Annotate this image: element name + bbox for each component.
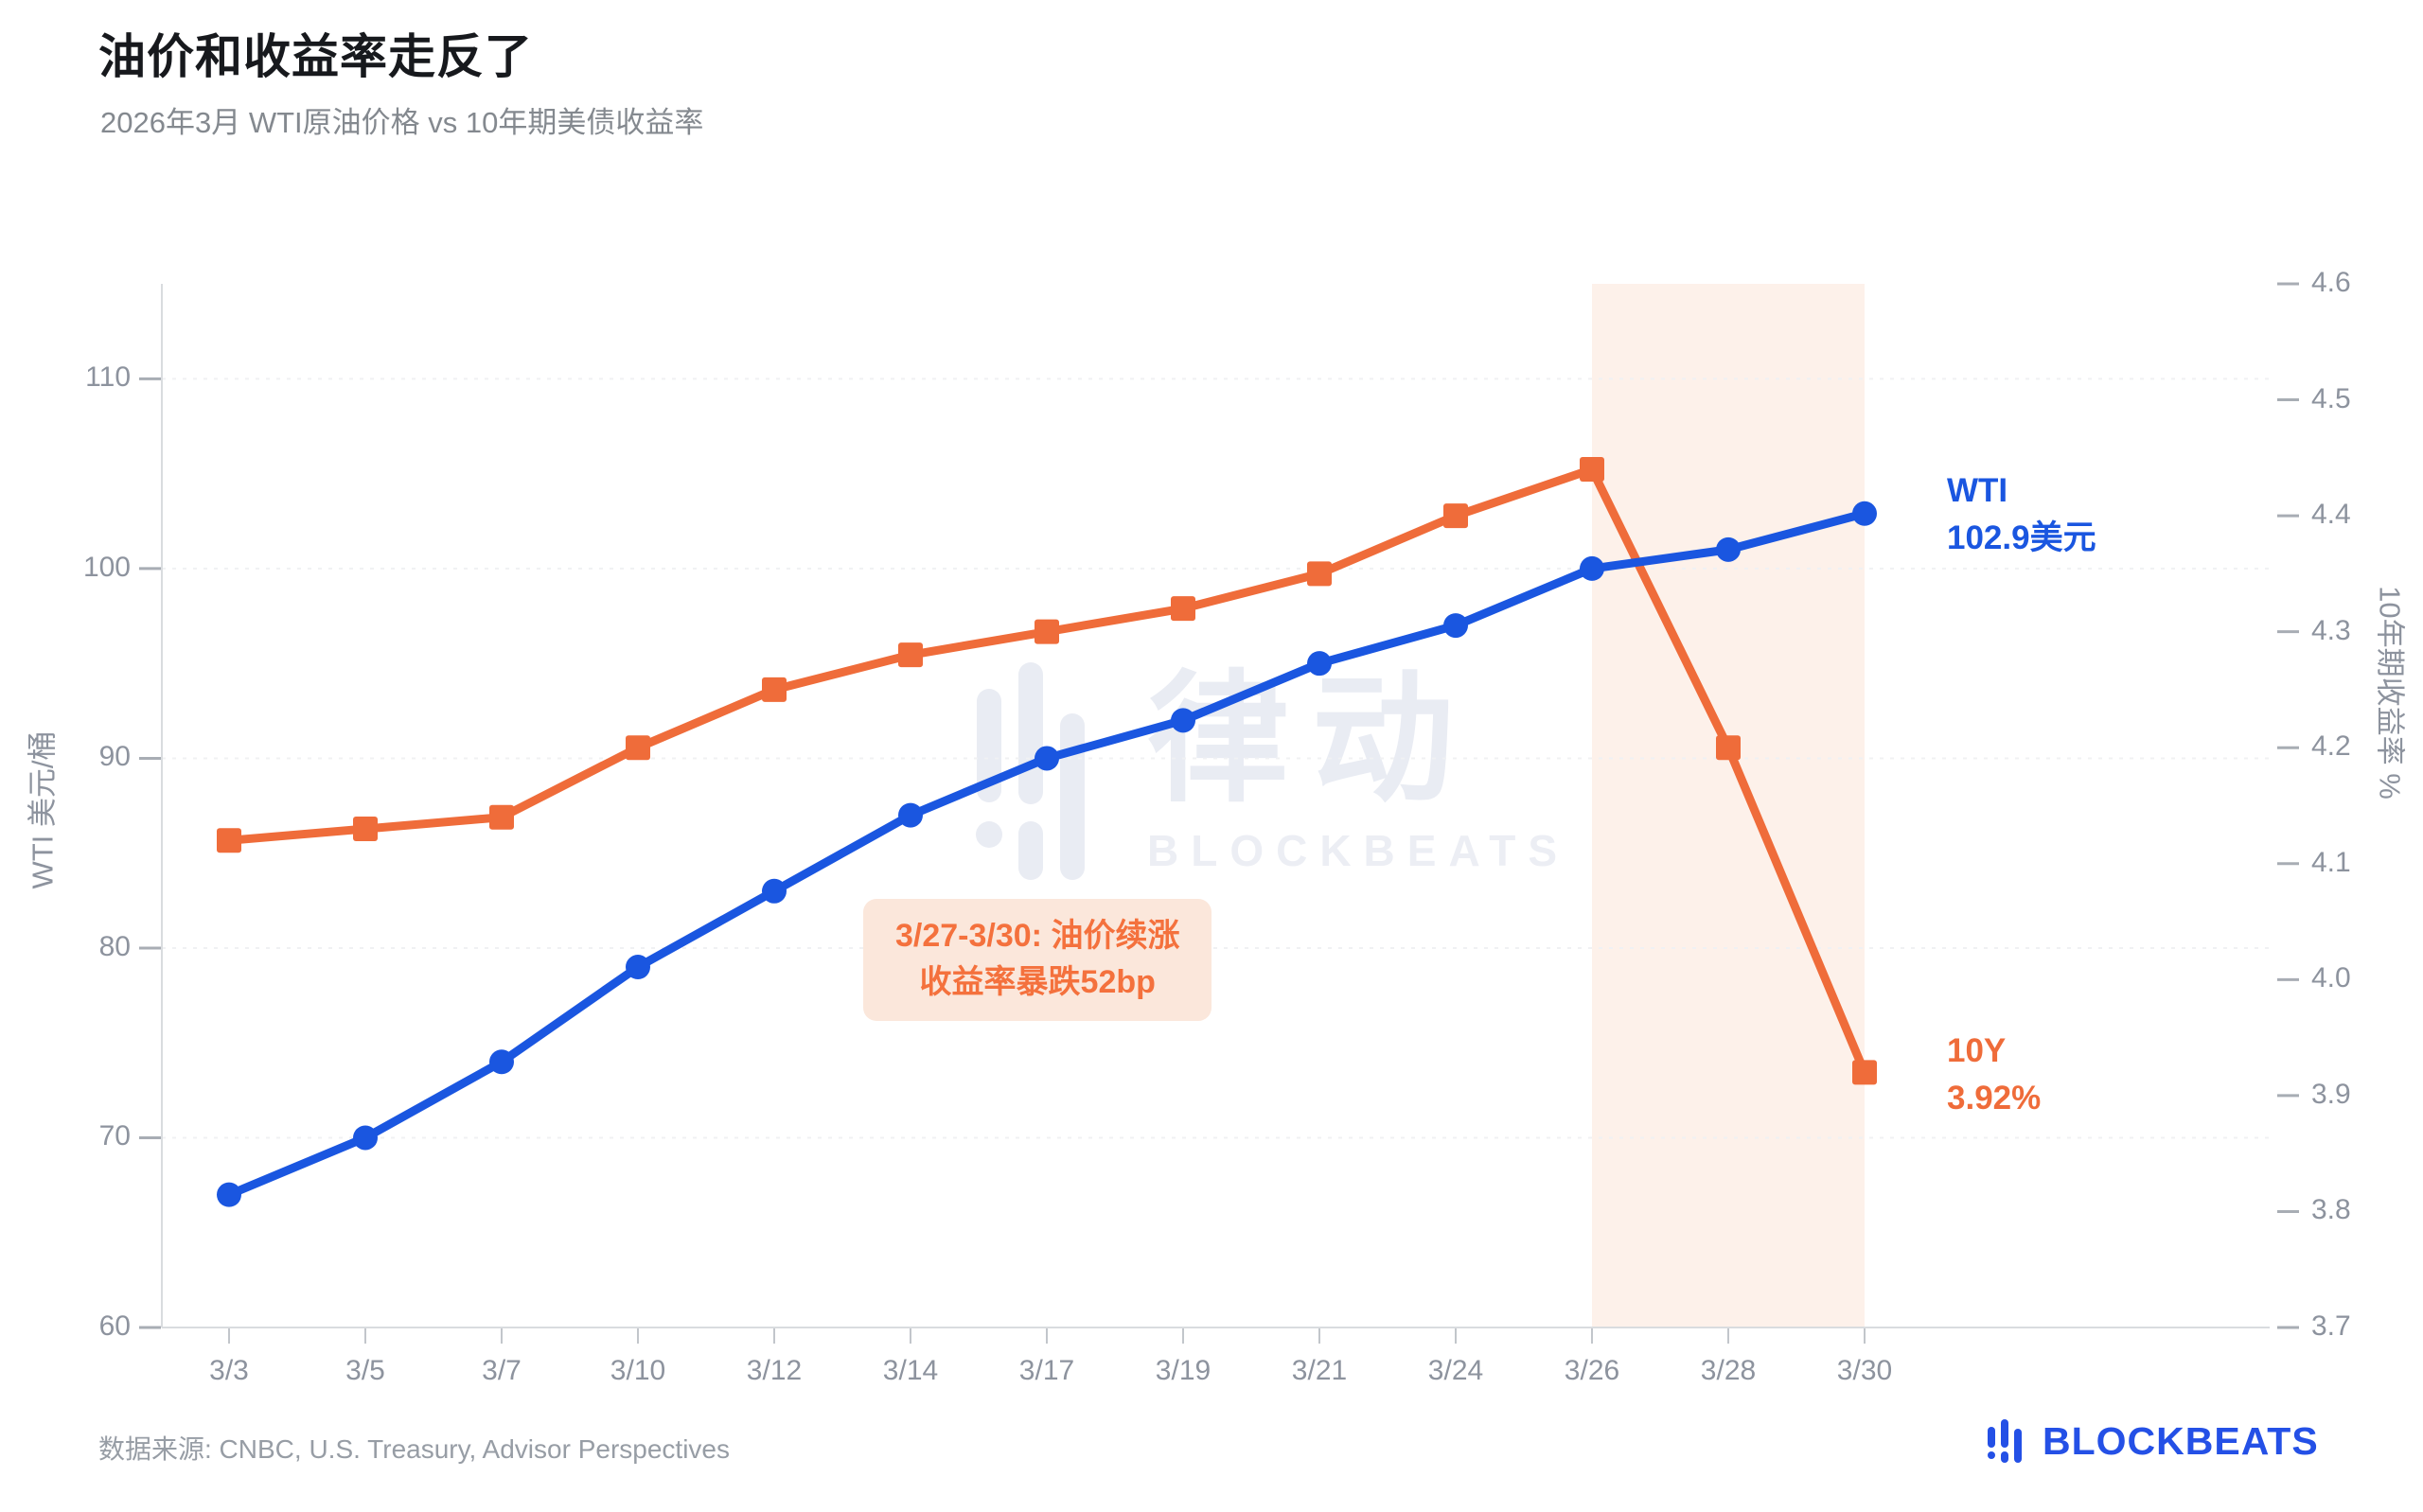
x-tick-label: 3/30: [1836, 1355, 1893, 1386]
blockbeats-logo: BLOCKBEATS: [1986, 1417, 2319, 1465]
callout-line2: 收益率暴跌52bp: [919, 964, 1156, 1001]
watermark: 律动 BLOCKBEATS: [960, 662, 1569, 882]
10y-point: [626, 735, 650, 761]
x-tick-label: 3/5: [345, 1355, 385, 1386]
x-tick-label: 3/3: [209, 1355, 249, 1386]
highlight-region: [1592, 284, 1865, 1327]
yield-series-value: 3.92%: [1947, 1079, 2042, 1116]
wti-series-label: WTI 102.9美元: [1947, 467, 2096, 561]
page-subtitle: 2026年3月 WTI原油价格 vs 10年期美债收益率: [100, 106, 704, 139]
left-tick-label: 60: [98, 1310, 131, 1342]
right-tick-label: 3.7: [2311, 1310, 2351, 1342]
right-tick-label: 4.3: [2311, 614, 2351, 646]
right-tick-label: 4.2: [2311, 730, 2351, 763]
watermark-text: 律动 BLOCKBEATS: [1147, 668, 1569, 876]
callout-line1: 3/27-3/30: 油价续涨: [895, 918, 1180, 954]
10y-point: [1716, 735, 1741, 761]
left-tick-label: 110: [85, 361, 131, 394]
wti-point: [1171, 708, 1195, 733]
10y-point: [898, 642, 923, 668]
yield-series-name: 10Y: [1947, 1032, 2007, 1069]
wti-point: [217, 1182, 241, 1207]
10y-point: [1580, 457, 1604, 483]
wti-point: [762, 878, 787, 904]
page-title: 油价和收益率走反了: [98, 30, 533, 83]
10y-point: [762, 677, 787, 702]
right-tick-label: 4.5: [2311, 382, 2351, 414]
10y-point: [489, 804, 514, 830]
left-tick-label: 70: [98, 1120, 131, 1152]
10y-point: [1443, 503, 1468, 529]
wti-point: [1307, 651, 1332, 677]
wti-point: [1035, 746, 1059, 771]
x-tick-label: 3/14: [882, 1355, 939, 1386]
right-tick-label: 4.0: [2311, 962, 2351, 994]
wti-series-name: WTI: [1947, 472, 2008, 509]
watermark-en: BLOCKBEATS: [1147, 826, 1570, 875]
right-tick-label: 4.4: [2311, 499, 2351, 531]
blockbeats-logo-icon: [1988, 1419, 2022, 1463]
wti-point: [1716, 536, 1741, 562]
wti-point: [1443, 613, 1468, 639]
right-tick-label: 4.1: [2311, 846, 2351, 878]
left-tick-label: 100: [82, 551, 131, 583]
x-tick-label: 3/7: [482, 1355, 522, 1386]
x-tick-label: 3/21: [1291, 1355, 1348, 1386]
right-tick-label: 4.6: [2311, 266, 2351, 298]
callout-annotation: 3/27-3/30: 油价续涨 收益率暴跌52bp: [863, 899, 1212, 1021]
wti-point: [1852, 501, 1877, 526]
x-tick-label: 3/28: [1700, 1355, 1757, 1386]
x-tick-label: 3/26: [1564, 1355, 1620, 1386]
x-tick-label: 3/10: [610, 1355, 666, 1386]
wti-point: [489, 1049, 514, 1075]
data-source-note: 数据来源: CNBC, U.S. Treasury, Advisor Persp…: [98, 1434, 730, 1464]
10y-point: [217, 828, 241, 853]
10y-point: [1852, 1060, 1877, 1085]
x-tick-label: 3/19: [1155, 1355, 1212, 1386]
wti-point: [898, 802, 923, 828]
10y-point: [353, 816, 378, 841]
left-tick-label: 90: [98, 741, 131, 773]
wti-point: [626, 955, 650, 980]
right-tick-label: 3.8: [2311, 1194, 2351, 1226]
left-tick-label: 80: [98, 930, 131, 962]
wti-series-value: 102.9美元: [1947, 519, 2096, 556]
x-tick-label: 3/12: [746, 1355, 803, 1386]
wti-point: [1580, 555, 1604, 581]
10y-point: [1307, 561, 1332, 587]
blockbeats-logo-text: BLOCKBEATS: [2043, 1418, 2319, 1463]
10y-point: [1171, 596, 1195, 622]
watermark-cn: 律动: [1147, 659, 1477, 818]
right-tick-label: 3.9: [2311, 1078, 2351, 1110]
yield-series-label: 10Y 3.92%: [1947, 1028, 2041, 1121]
x-tick-label: 3/24: [1427, 1355, 1484, 1386]
x-tick-label: 3/17: [1018, 1355, 1075, 1386]
10y-point: [1035, 619, 1059, 644]
wti-point: [353, 1125, 378, 1151]
